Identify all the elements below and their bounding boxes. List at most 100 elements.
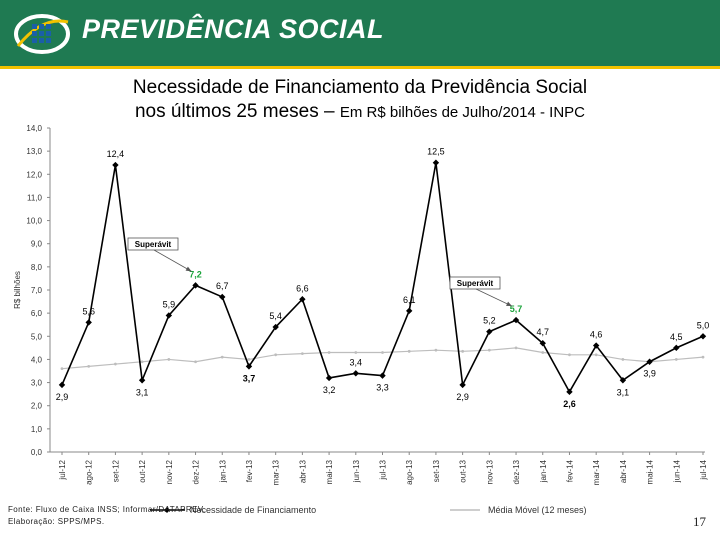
x-tick-label: ago-12 [85, 459, 94, 484]
x-tick-label: abr-13 [298, 459, 307, 483]
x-tick-label: nov-13 [485, 459, 494, 484]
media-movel-point [461, 349, 465, 353]
y-tick-label: 5,0 [31, 332, 43, 341]
x-tick-label: fev-13 [245, 459, 254, 482]
y-tick-label: 11,0 [27, 193, 43, 202]
necessidade-point [566, 388, 573, 396]
necessidade-point [245, 363, 253, 370]
annotation-arrow-line [475, 288, 513, 307]
necessidade-point [299, 296, 306, 303]
x-tick-label: jan-13 [218, 459, 227, 483]
annotation-label: Superávit [135, 240, 172, 249]
page-number: 17 [693, 514, 706, 529]
necessidade-point [165, 312, 173, 319]
series-line-necessidade [61, 162, 704, 394]
data-label: 3,1 [136, 387, 149, 397]
brand-title: PREVIDÊNCIA SOCIAL [82, 14, 385, 44]
y-tick-label: 4,0 [31, 355, 43, 364]
media-movel-point [114, 362, 117, 366]
annotation-label: Superávit [457, 279, 494, 288]
legend-label-necessidade: Necessidade de Financiamento [190, 505, 316, 515]
necessidade-point [646, 358, 653, 365]
media-movel-point [274, 353, 278, 357]
necessidade-point [592, 342, 600, 349]
data-label: 5,7 [510, 304, 523, 314]
data-label: 6,1 [403, 295, 416, 305]
media-movel-point [568, 353, 571, 357]
necessidade-point [432, 159, 440, 166]
y-axis-label: R$ bilhões [13, 271, 22, 309]
data-label: 7,2 [189, 269, 202, 279]
annotation-box [449, 276, 501, 290]
media-movel-point [354, 351, 358, 354]
media-movel-point [621, 358, 625, 361]
data-label: 6,7 [216, 281, 229, 291]
y-tick-label: 3,0 [31, 379, 43, 388]
y-tick-label: 13,0 [26, 147, 42, 156]
data-label: 4,6 [590, 330, 603, 340]
media-movel-point [194, 360, 197, 364]
media-movel-point [60, 367, 64, 371]
header-bar: PREVIDÊNCIA SOCIAL [0, 0, 720, 69]
data-label: 5,0 [697, 320, 710, 330]
media-movel-point [381, 351, 384, 354]
source-note: Fonte: Fluxo de Caixa INSS; Informar/DAT… [8, 505, 206, 514]
x-tick-label: out-13 [459, 459, 468, 482]
data-label: 3,9 [643, 369, 656, 379]
x-tick-label: mar-14 [592, 459, 601, 485]
necessidade-point [673, 344, 680, 352]
x-tick-label: set-12 [111, 459, 120, 482]
x-tick-label: mai-14 [646, 459, 655, 484]
x-tick-label: jul-14 [699, 459, 708, 480]
necessidade-point [539, 340, 546, 347]
x-tick-label: jun-13 [352, 459, 361, 483]
media-movel-point [701, 355, 705, 359]
data-label: 5,2 [483, 316, 496, 326]
y-tick-label: 6,0 [31, 309, 43, 318]
x-tick-label: jul-13 [379, 459, 388, 480]
x-tick-label: jan-14 [539, 459, 548, 483]
x-tick-label: dez-12 [192, 459, 201, 484]
media-movel-point [514, 346, 518, 350]
title-line-1: Necessidade de Financiamento da Previdên… [132, 77, 588, 98]
x-tick-label: set-13 [432, 459, 441, 482]
necessidade-point [406, 307, 413, 315]
media-movel-point [674, 358, 678, 361]
y-tick-label: 8,0 [31, 263, 43, 272]
necessidade-point [219, 293, 226, 301]
data-label: 3,2 [323, 385, 336, 395]
x-tick-label: ago-13 [405, 459, 414, 484]
necessidade-point [58, 381, 66, 389]
y-tick-label: 1,0 [31, 425, 43, 434]
necessidade-point [138, 377, 146, 384]
data-label: 3,7 [243, 373, 256, 383]
data-label: 5,9 [163, 299, 176, 309]
data-label: 12,4 [107, 149, 125, 159]
media-movel-point [541, 351, 545, 354]
x-tick-label: out-12 [138, 459, 147, 482]
data-label: 5,6 [82, 306, 95, 316]
necessidade-point [512, 316, 520, 324]
necessidade-point [619, 377, 627, 384]
data-label: 3,3 [376, 383, 389, 393]
y-tick-label: 0,0 [31, 448, 43, 457]
necessidade-point [192, 282, 199, 289]
x-tick-label: jun-14 [672, 459, 681, 483]
y-tick-label: 7,0 [31, 286, 43, 295]
necessidade-point [112, 161, 119, 169]
legend-marker-necessidade [164, 507, 170, 513]
necessidade-point [325, 374, 333, 382]
data-label: 4,5 [670, 332, 683, 342]
title-line-2-main: nos últimos 25 meses – [134, 101, 335, 122]
x-tick-label: abr-14 [619, 459, 628, 483]
x-tick-label: jul-12 [58, 459, 67, 480]
y-tick-label: 2,0 [31, 402, 43, 411]
necessidade-point [459, 381, 466, 389]
annotation-arrow-head [185, 266, 192, 272]
data-label: 2,6 [563, 399, 576, 409]
title-line-2: nos últimos 25 meses – Em R$ bilhões de … [0, 100, 720, 125]
x-tick-label: mar-13 [272, 459, 281, 485]
necessidade-point [352, 370, 359, 377]
x-tick-label: dez-13 [512, 459, 521, 484]
